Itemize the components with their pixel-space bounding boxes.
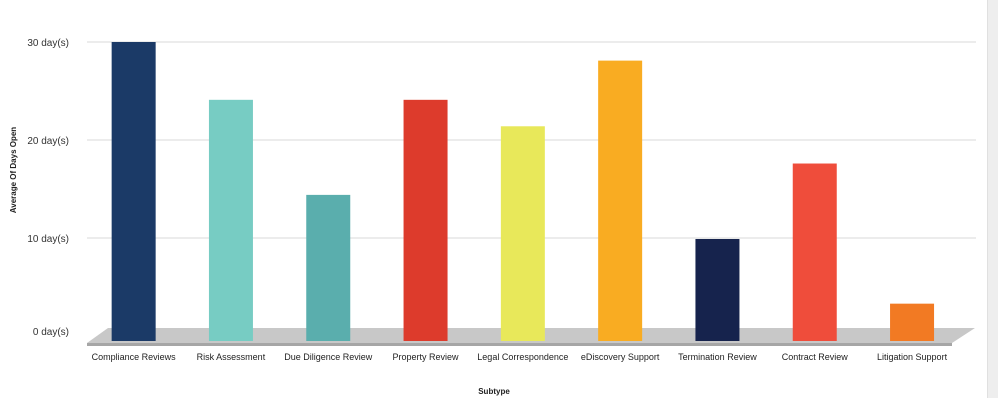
bar[interactable] — [208, 99, 253, 341]
bar[interactable] — [500, 126, 545, 341]
bar[interactable] — [111, 42, 156, 341]
bars — [111, 42, 935, 342]
scrollbar-track[interactable] — [987, 0, 998, 398]
bar[interactable] — [890, 303, 935, 341]
x-axis-categories: Compliance Reviews Risk Assessment Due Dil… — [92, 352, 948, 362]
x-category-label: eDiscovery Support — [581, 352, 660, 362]
y-tick-label: 30 day(s) — [27, 38, 69, 49]
bar[interactable] — [792, 163, 837, 341]
x-category-label: Property Review — [393, 352, 460, 362]
x-category-label: Risk Assessment — [197, 352, 266, 362]
bar[interactable] — [695, 238, 740, 341]
x-category-label: Due Diligence Review — [284, 352, 373, 362]
y-tick-label: 20 day(s) — [27, 136, 69, 147]
y-tick-label: 10 day(s) — [27, 234, 69, 245]
bar[interactable] — [306, 194, 351, 341]
x-category-label: Contract Review — [782, 352, 849, 362]
x-category-label: Litigation Support — [877, 352, 948, 362]
bar[interactable] — [403, 99, 448, 341]
x-category-label: Termination Review — [678, 352, 757, 362]
y-axis-title: Average Of Days Open — [9, 127, 18, 214]
y-axis-ticks: 0 day(s) 10 day(s) 20 day(s) 30 day(s) — [27, 38, 69, 338]
x-category-label: Compliance Reviews — [92, 352, 177, 362]
y-tick-label: 0 day(s) — [33, 327, 69, 338]
bar[interactable] — [598, 60, 643, 342]
floor-edge — [87, 343, 952, 346]
x-category-label: Legal Correspondence — [477, 352, 568, 362]
x-axis-title: Subtype — [478, 387, 510, 396]
